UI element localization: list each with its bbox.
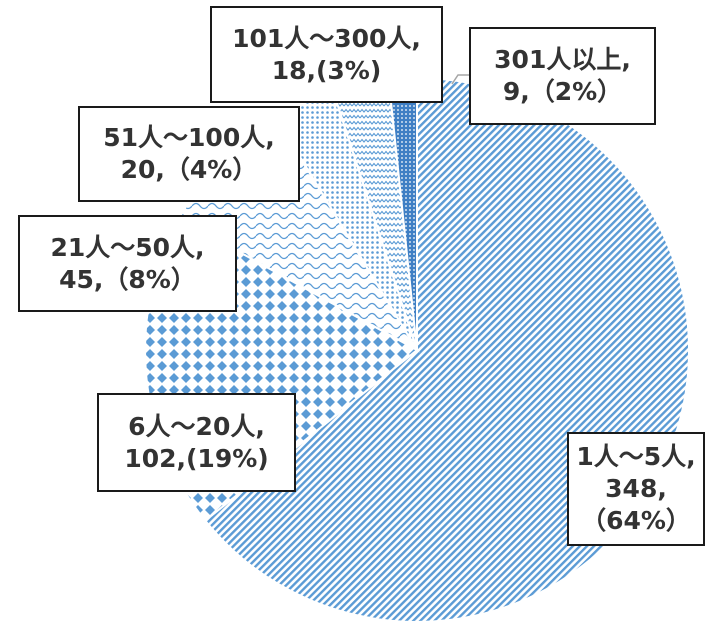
data-label-line: 20,（4%） (120, 155, 258, 184)
data-label-line: 21人～50人, (50, 232, 205, 262)
data-label-21-to-50: 21人～50人, 45,（8%） (18, 215, 237, 312)
data-label-line: 301人以上, (494, 45, 631, 74)
data-label-line: 102,(19%) (124, 443, 269, 473)
data-label-line: 9,（2%） (502, 77, 623, 106)
data-label-line: 348, (605, 474, 667, 503)
data-label-line: 18,(3%) (271, 55, 382, 85)
data-label-1-to-5: 1人～5人, 348, （64%） (567, 432, 705, 546)
leader-line (451, 74, 469, 85)
data-label-6-to-20: 6人～20人, 102,(19%) (97, 393, 296, 492)
data-label-line: 6人～20人, (128, 411, 265, 441)
data-label-line: 101人～300人, (232, 23, 421, 53)
data-label-line: 45,（8%） (59, 264, 196, 294)
data-label-301-plus: 301人以上, 9,（2%） (469, 27, 656, 125)
data-label-51-to-100: 51人～100人, 20,（4%） (78, 106, 300, 202)
data-label-line: （64%） (581, 506, 691, 535)
data-label-line: 1人～5人, (576, 442, 696, 471)
data-label-101-to-300: 101人～300人, 18,(3%) (210, 6, 443, 103)
data-label-line: 51人～100人, (103, 123, 275, 152)
